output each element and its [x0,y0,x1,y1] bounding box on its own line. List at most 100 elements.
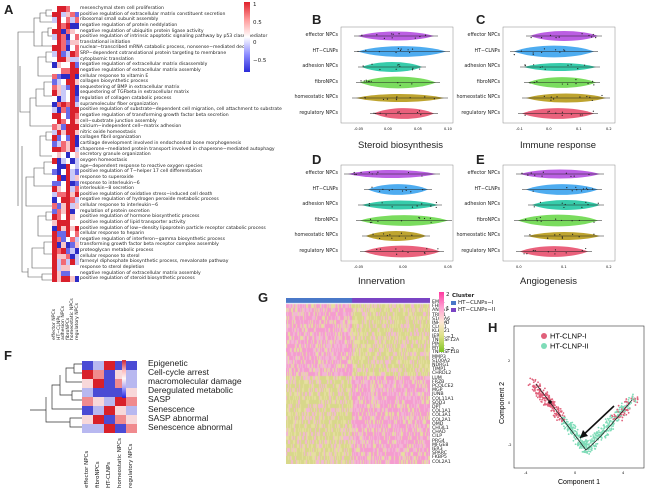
panel-a-heat-cell [65,270,71,277]
panel-a-term: positive regulation of extracellular mat… [80,11,226,17]
panel-a-heat-cell [65,163,71,170]
trajectory-cell-point [574,425,577,428]
trajectory-cell-point [528,383,531,386]
panel-a-heat-cell [74,17,80,23]
panel-a-heat-cell [65,152,71,159]
panel-a-heat-cell [65,242,71,249]
panel-a-heat-cell [65,28,71,35]
panel-a-heat-cell [74,270,80,277]
panel-a-heat-cell [61,174,66,181]
violin-xtick: 0.0 [546,127,552,131]
panel-g-scale-tick: −1 [446,334,455,340]
panel-a-heat-cell [56,135,62,142]
trajectory-cell-point [605,430,608,433]
trajectory-cell-point [532,379,535,382]
trajectory-cell-point [608,417,611,420]
trajectory-cell-point [577,435,580,438]
panel-a-heat-cell [65,197,71,204]
panel-f-heat-cell [104,424,115,433]
panel-a-term: negative regulation of extracellular mat… [80,67,201,73]
panel-a-heat-cell [74,186,80,192]
panel-a-heat-cell [74,67,80,74]
trajectory-cell-point [572,423,575,426]
panel-a-heat-cell [70,231,75,237]
panel-a-term: chaperone−mediated protein transport inv… [80,146,275,152]
trajectory-cell-point [613,422,615,425]
trajectory-cell-point [616,408,619,411]
panel-f-heat-cell [104,397,115,406]
panel-a-heat-cell [70,214,75,220]
panel-a-heat-cell [70,67,75,74]
panel-a-heat-cell [70,22,75,29]
panel-a-heat-cell [70,107,75,114]
panel-a-term: negative regulation of hydrogen peroxide… [80,197,219,203]
panel-a-heat-cell [56,174,62,181]
trajectory-cell-point [541,396,544,399]
trajectory-cell-point [570,432,573,435]
panel-g-scale-tick: 1 [446,306,450,312]
panel-a-heat-cell [70,186,75,192]
trajectory-cell-point [621,419,624,422]
panel-a-heat-cell [56,186,62,192]
violin-xtick: 0.00 [384,127,392,131]
trajectory-cell-point [589,441,592,444]
panel-a-heat-cell [74,141,80,147]
panel-a-term: collagen biosynthetic process [80,79,149,85]
trajectory-cell-point [565,418,568,421]
panel-a-heat-cell [65,84,71,91]
panel-a-heat-cell [52,11,57,18]
trajectory-cell-point [570,425,573,428]
panel-g-gene-label: NDRG1 [432,363,449,368]
panel-a-heat-cell [70,79,75,85]
panel-g-gene-label: FHL2 [432,304,444,310]
trajectory-cell-point [561,414,564,417]
panel-a-heat-cell [70,141,75,147]
violin-group-label: effector NPCs [467,33,501,38]
panel-g-gene-label: MYLK [432,346,445,352]
trajectory-cell-point [607,417,609,420]
trajectory-cell-point [614,415,617,417]
panel-a-heat-cell [56,51,62,57]
trajectory-cell-point [578,447,581,450]
trajectory-cell-point [624,405,627,408]
trajectory-cell-point [537,381,539,384]
panel-g-gene-label: TNFRSF11B [432,350,460,356]
panel-a-heat-cell [61,84,66,91]
panel-g-gene-label: FKBP5 [432,455,447,461]
panel-f-term: SASP [148,394,171,405]
violin-group-label: homeostatic NPCs [456,233,500,238]
panel-a-heat-cell [61,270,66,277]
panel-h-xtick: 4 [622,471,625,475]
panel-e-label: E [476,152,485,167]
panel-g-gene-label: PIM1 [432,342,444,347]
trajectory-cell-point [613,413,616,416]
trajectory-cell-point [634,400,637,403]
panel-a-heat-cell [52,141,57,147]
panel-a-heat-cell [56,276,62,282]
panel-a-heat-cell [56,22,62,29]
panel-a-heat-cell [52,34,57,40]
panel-g-gene-label: EMP1 [432,300,445,306]
panel-g-gene-label: MFGE8 [432,442,449,448]
panel-a-term: farnesyl diphosphate biosynthetic proces… [80,259,229,265]
panel-a-heat-cell [70,169,75,175]
panel-a-heat-cell [74,90,80,97]
panel-a-heat-cell [74,208,80,215]
violin-group-label: fibroNPCs [314,79,338,85]
panel-f-heat-cell [82,370,93,379]
panel-a-heat-cell [61,248,66,254]
panel-a-heat-cell [61,96,66,102]
panel-g-gene-label: SOD3 [432,400,446,406]
panel-a-heat-cell [61,152,66,159]
trajectory-cell-point [605,421,607,424]
panel-a-heat-cell [56,39,62,46]
panel-a-heat-cell [61,28,66,35]
panel-a-heat-cell [61,169,66,175]
trajectory-cell-point [611,414,613,417]
panel-a-term: supramolecular fiber organization [80,101,158,107]
panel-f-heat-cell [82,406,93,415]
panel-a-heat-cell [52,101,57,108]
panel-a-heat-cell [70,51,75,57]
panel-a-heat-cell [74,197,80,204]
violin-xtick: 0.05 [414,127,422,131]
